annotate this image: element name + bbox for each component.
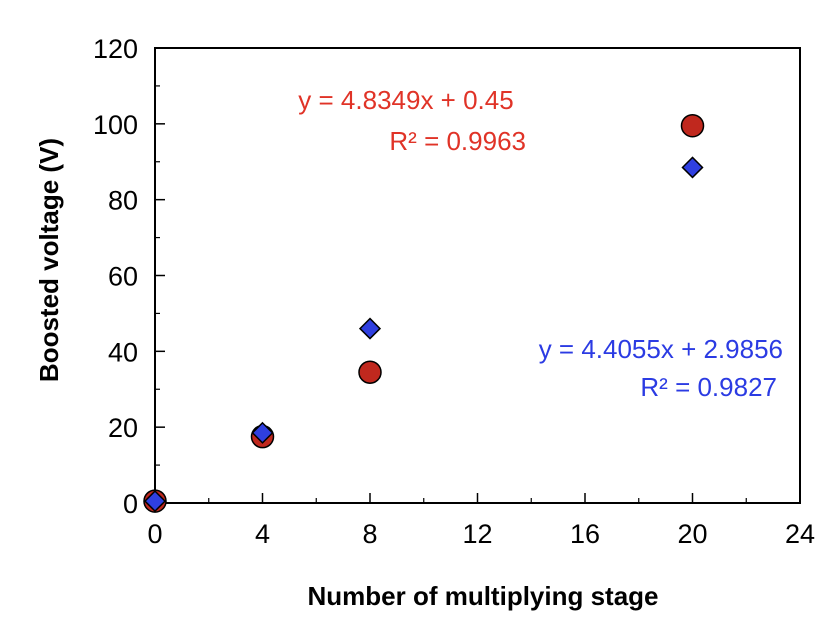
- trendline-equation-red: y = 4.8349x + 0.45: [298, 85, 513, 115]
- x-tick-label: 20: [677, 519, 707, 549]
- y-axis-title: Boosted voltage (V): [34, 138, 64, 382]
- trendline-r2-red: R² = 0.9963: [389, 126, 526, 156]
- y-tick-label: 20: [108, 413, 138, 443]
- data-point-circle: [358, 360, 382, 384]
- data-point-diamond: [143, 490, 167, 513]
- data-point-diamond: [251, 421, 274, 444]
- y-tick-label: 40: [108, 337, 138, 367]
- data-point-diamond: [681, 156, 704, 179]
- x-tick-label: 12: [462, 519, 492, 549]
- y-tick-label: 80: [108, 186, 138, 216]
- x-tick-label: 16: [570, 519, 600, 549]
- trendline-equation-blue: y = 4.4055x + 2.9856: [539, 334, 783, 364]
- y-axis: 0 20 40 60 80 100 120: [93, 34, 165, 519]
- data-point-circle: [680, 113, 705, 138]
- y-tick-label: 120: [93, 34, 138, 64]
- x-tick-label: 8: [362, 519, 377, 549]
- data-point-diamond: [358, 317, 382, 340]
- x-tick-label: 0: [147, 519, 162, 549]
- trendline-r2-blue: R² = 0.9827: [640, 372, 777, 402]
- x-tick-label: 24: [785, 519, 815, 549]
- y-tick-label: 60: [108, 262, 138, 292]
- x-tick-label: 4: [255, 519, 270, 549]
- data-points: [143, 113, 705, 513]
- y-tick-label: 100: [93, 110, 138, 140]
- y-tick-label: 0: [123, 489, 138, 519]
- x-axis: 0 4 8 12 16 20 24: [147, 493, 815, 549]
- x-axis-title: Number of multiplying stage: [307, 581, 658, 611]
